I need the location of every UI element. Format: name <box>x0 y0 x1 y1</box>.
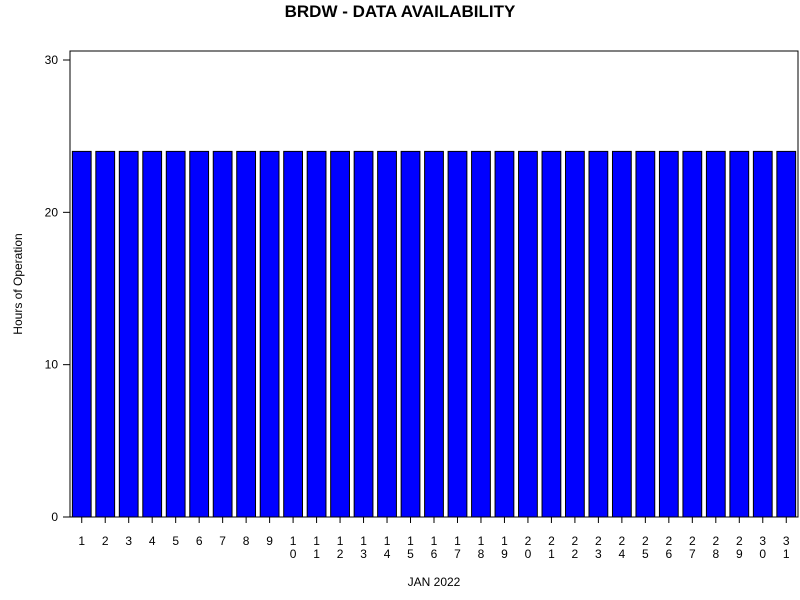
bar <box>353 150 374 518</box>
x-tick-label: 7 <box>219 534 226 548</box>
bar <box>565 150 585 518</box>
bar <box>95 150 116 518</box>
bar <box>682 150 703 518</box>
bar <box>518 150 538 518</box>
bar <box>306 150 327 518</box>
x-tick-label: 3 <box>125 534 132 548</box>
y-tick-label: 0 <box>51 510 58 524</box>
bar <box>236 150 257 518</box>
bar <box>471 150 491 518</box>
bar <box>729 150 750 518</box>
x-tick-label: 6 <box>196 534 203 548</box>
bar <box>142 150 163 518</box>
bar <box>259 150 280 518</box>
bar <box>635 150 656 518</box>
bar <box>165 150 186 518</box>
bar <box>776 150 797 518</box>
bar <box>400 150 421 518</box>
bar <box>212 150 233 518</box>
y-tick-label: 10 <box>45 358 59 372</box>
bar <box>705 150 726 518</box>
x-tick-label: 2 <box>102 534 109 548</box>
bar <box>377 150 397 518</box>
y-axis-label: Hours of Operation <box>11 233 25 334</box>
bar <box>118 150 139 518</box>
bar <box>330 150 350 518</box>
y-tick-label: 20 <box>45 205 59 219</box>
chart-title: BRDW - DATA AVAILABILITY <box>285 2 516 21</box>
y-tick-label: 30 <box>45 53 59 67</box>
bar <box>424 150 444 518</box>
x-tick-label: 4 <box>149 534 156 548</box>
bar <box>71 150 92 518</box>
bar <box>588 150 609 518</box>
x-tick-label: 1 <box>78 534 85 548</box>
bar <box>283 150 303 518</box>
bar <box>189 150 210 518</box>
bar <box>447 150 468 518</box>
bar <box>611 150 632 518</box>
bar <box>658 150 679 518</box>
bar <box>494 150 515 518</box>
x-axis-label: JAN 2022 <box>408 575 461 589</box>
x-tick-label: 9 <box>266 534 273 548</box>
bar <box>541 150 562 518</box>
bar <box>752 150 773 518</box>
x-tick-label: 8 <box>243 534 250 548</box>
x-tick-label: 5 <box>172 534 179 548</box>
